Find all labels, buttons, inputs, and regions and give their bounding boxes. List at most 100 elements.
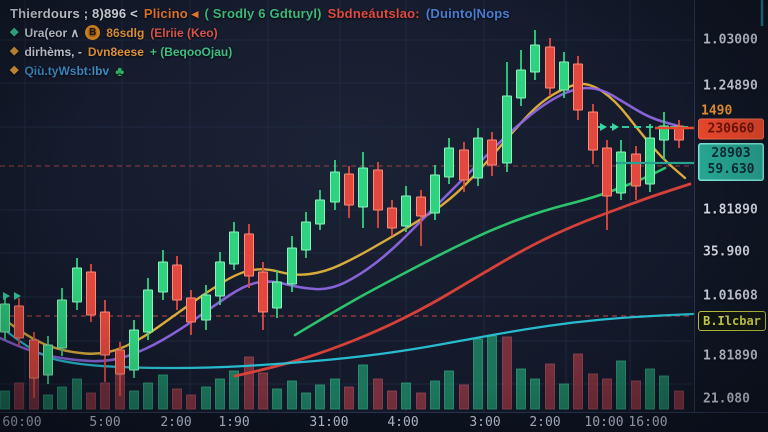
indicator-row-volume[interactable]: ◆ Ura(eor ∧ B 86sdlg (Elriie (Keo) [10, 23, 510, 42]
arrow-marker [3, 292, 10, 300]
price-tag-orange: 1490 [701, 103, 733, 119]
time-label: 4:00 [387, 415, 419, 430]
time-label: 3:00 [469, 415, 501, 430]
indicator-badge-line: 59.630 [707, 162, 755, 177]
volume-bar [215, 378, 225, 410]
volume-bar [315, 384, 325, 410]
volume-bar [459, 384, 469, 410]
candle-body [559, 61, 569, 91]
volume-bar [143, 382, 153, 410]
candle-body [57, 299, 67, 349]
candle-body [430, 174, 440, 214]
price-axis[interactable]: 1490 230660 28903 59.630 B.Ilcbar 1.03000… [694, 0, 768, 412]
candle-body [545, 46, 555, 89]
volume-bar [502, 336, 512, 410]
volume-bar [573, 353, 583, 410]
legend-diamond-icon: ◆ [10, 45, 19, 57]
volume-bar [100, 382, 110, 410]
legend-diamond-icon: ◆ [10, 64, 19, 76]
volume-bar [674, 390, 684, 410]
volume-bar [444, 370, 454, 410]
volume-bar [301, 392, 311, 410]
last-price-badge: 230660 [698, 118, 764, 140]
time-label: 16:00 [628, 415, 668, 430]
candle-body [72, 267, 82, 303]
candle-body [258, 271, 268, 313]
candle-body [459, 149, 469, 181]
candle-body [115, 349, 125, 375]
candle-body [215, 261, 225, 297]
legend-text: Sbdneáutslao: [327, 6, 420, 21]
symbol-title-row[interactable]: Thierdours ; 8)896 < Plicino ◂ ( Srodly 6 … [10, 4, 510, 23]
volume-bar [631, 380, 641, 410]
candle-body [315, 199, 325, 225]
time-label: 31:00 [309, 415, 349, 430]
legend-text: 86sdlg [106, 25, 145, 40]
alert-level-badge[interactable]: B.Ilcbar [698, 311, 766, 331]
candle-body [530, 44, 540, 73]
time-label: 10:00 [584, 415, 624, 430]
volume-bar [72, 378, 82, 410]
arrow-marker [600, 123, 607, 131]
time-label: 2:00 [529, 415, 561, 430]
time-label: 5:00 [89, 415, 121, 430]
volume-bar [588, 373, 598, 410]
indicator-row-ema[interactable]: ◆ dirhèms, - Dvn8eese + (BeqooOjau) [10, 42, 510, 61]
volume-bar [487, 335, 497, 410]
ma-red [233, 182, 692, 378]
candle-body [14, 305, 24, 339]
indicator-value-badge: 28903 59.630 [698, 143, 764, 181]
volume-bar [172, 388, 182, 410]
volume-bar [659, 375, 669, 410]
volume-bar [186, 394, 196, 410]
candle-body [301, 221, 311, 251]
price-label: 1.81890 [703, 348, 758, 364]
volume-bar [258, 372, 268, 410]
candle-body [473, 137, 483, 179]
volume-bar [330, 378, 340, 410]
volume-bar [57, 386, 67, 410]
arrow-marker [14, 292, 21, 300]
volume-bar [158, 374, 168, 410]
indicator-row-extra[interactable]: ◆ Qiù.tyWsbt:Ibv ♣ [10, 61, 510, 80]
legend-text: (Elriie (Keo) [150, 25, 218, 40]
time-axis[interactable]: 60:00 5:00 2:00 1:90 31:00 4:00 3:00 2:00 10:00 1… [0, 412, 768, 432]
price-label: 1.24890 [703, 78, 758, 94]
candle-body [631, 153, 641, 187]
price-label: 21.080 [703, 391, 750, 407]
volume-bar [272, 388, 282, 410]
candle-body [373, 169, 383, 211]
time-label: 2:00 [160, 415, 192, 430]
volume-bar [559, 383, 569, 410]
volume-bar [287, 380, 297, 410]
price-label: 1.81890 [703, 202, 758, 218]
candle-body [616, 151, 626, 194]
volume-bar [244, 356, 254, 410]
volume-bar [0, 390, 10, 410]
candle-body [674, 125, 684, 141]
legend-text: (Duinto|Nops [425, 6, 510, 21]
candle-body [502, 95, 512, 164]
candle-body [100, 311, 110, 356]
legend-text: Plicino ◂ [143, 5, 199, 21]
legend-text: Dvn8eese [87, 44, 144, 59]
candle-body [487, 139, 497, 166]
legend-text: Ura(eor ∧ [24, 25, 80, 40]
candle-body [29, 339, 39, 379]
volume-bar [358, 364, 368, 410]
candle-body [330, 171, 340, 203]
candle-body [287, 247, 297, 285]
price-label: 1.03000 [703, 32, 758, 48]
chart-legend: Thierdours ; 8)896 < Plicino ◂ ( Srodly 6 … [10, 4, 510, 80]
candle-body [272, 281, 282, 309]
price-label: 35.900 [703, 244, 750, 260]
indicator-badge-line: 28903 [711, 146, 751, 161]
legend-text: Qiù.tyWsbt:Ibv [24, 63, 110, 78]
legend-text: ( Srodly 6 Gdturyl) [204, 6, 322, 21]
candle-body [201, 294, 211, 321]
volume-bar [14, 382, 24, 410]
legend-text: + (BeqooOjau) [149, 44, 233, 59]
candle-body [344, 173, 354, 206]
